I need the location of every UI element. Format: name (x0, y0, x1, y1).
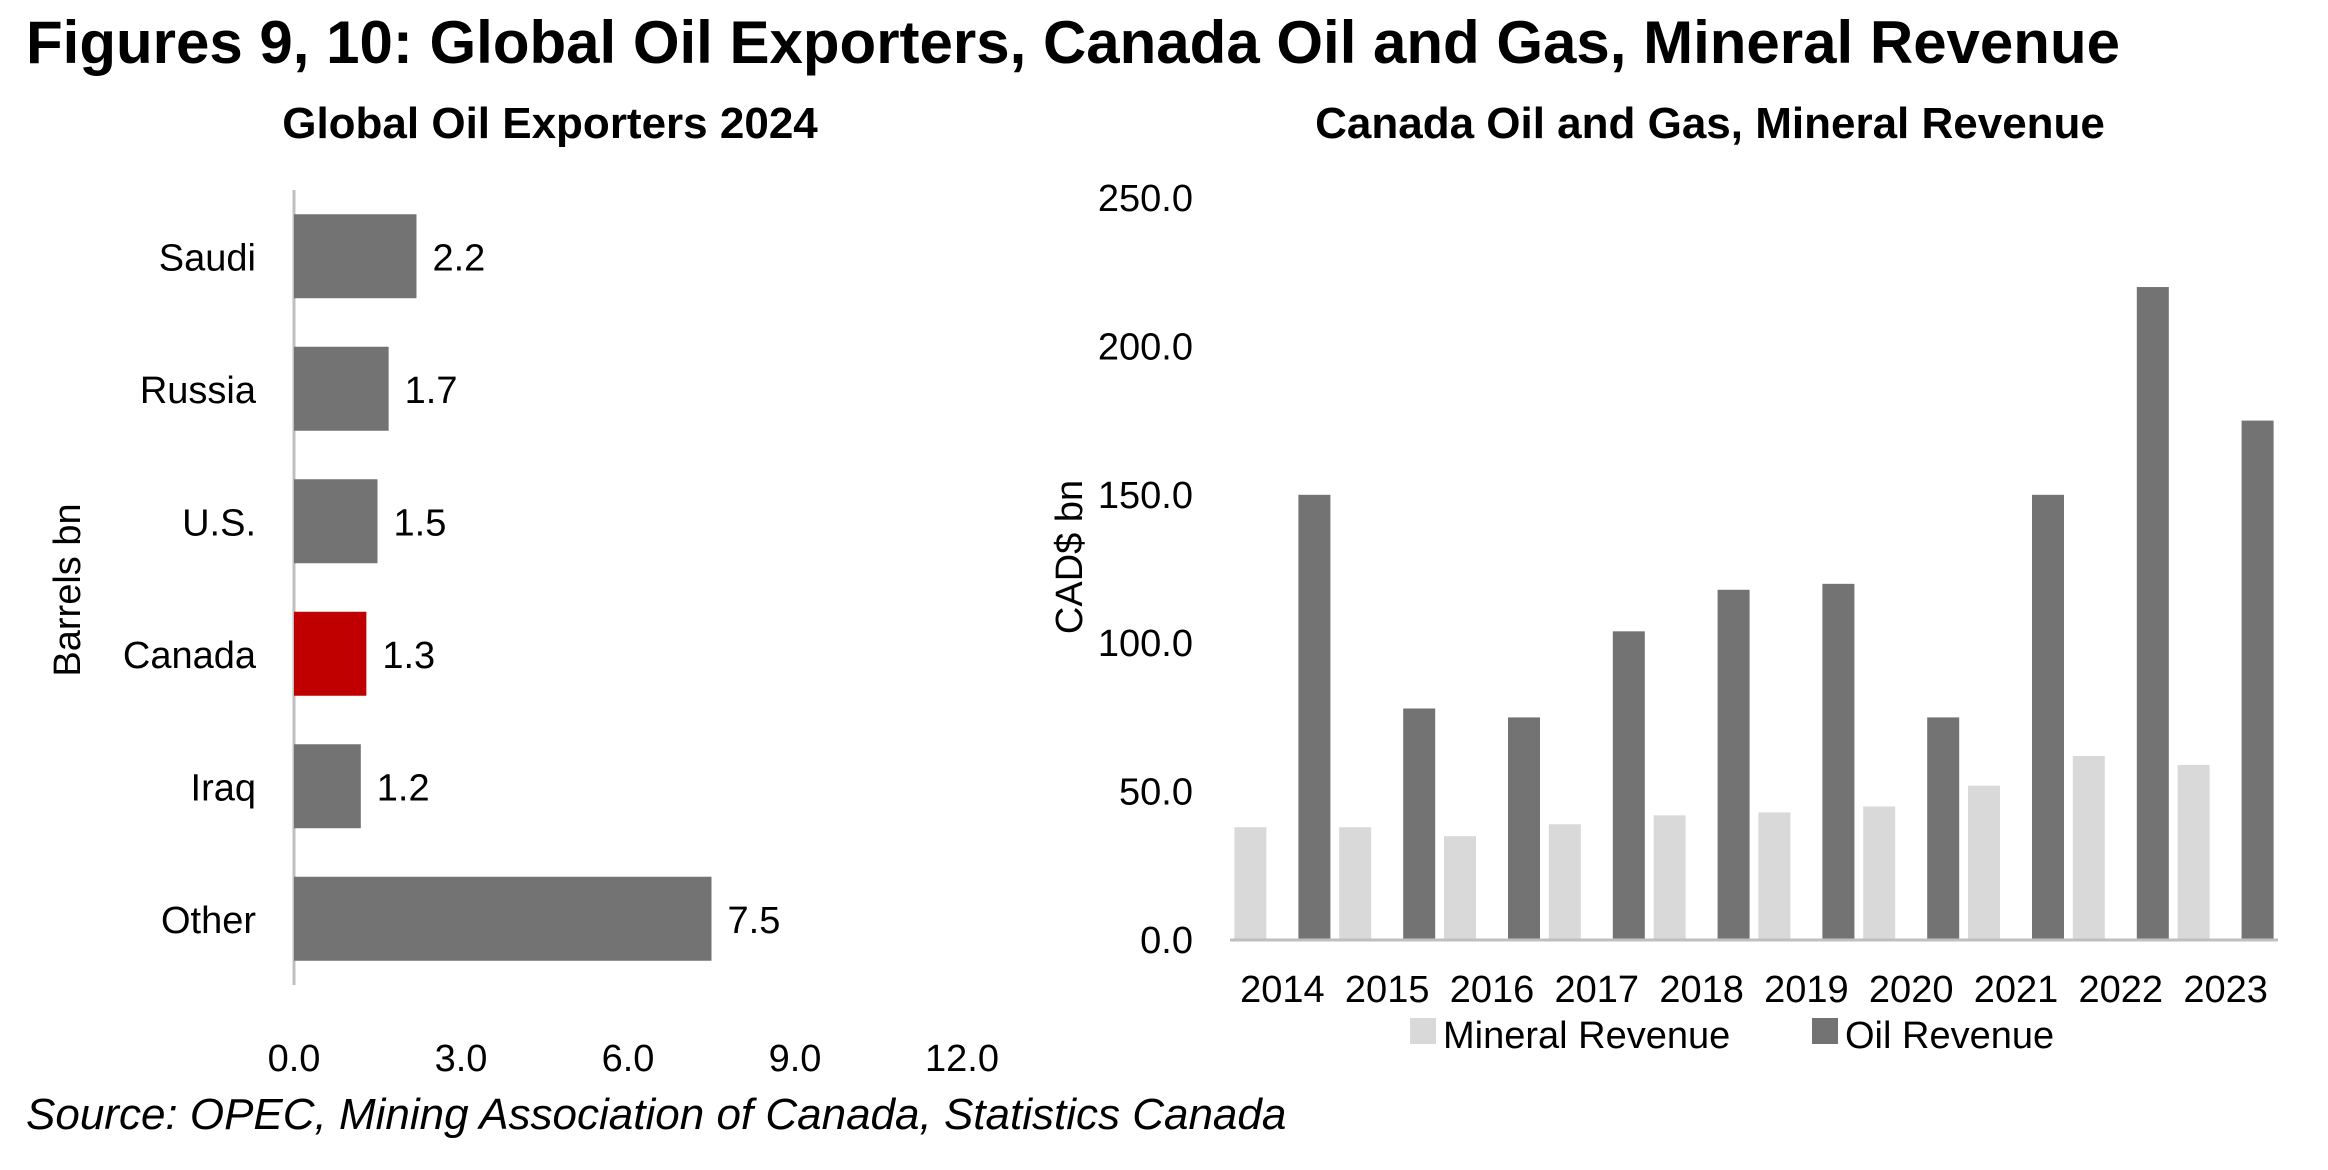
mineral-bar-2022 (2072, 755, 2105, 940)
category-label: Russia (140, 370, 257, 412)
data-label: 1.2 (377, 767, 430, 809)
category-label: Iraq (191, 767, 256, 809)
category-label: Other (161, 900, 256, 942)
left-chart-title: Global Oil Exporters 2024 (282, 99, 818, 148)
y-tick-label: 100.0 (1098, 623, 1193, 665)
data-label: 7.5 (728, 900, 781, 942)
x-tick-label: 3.0 (435, 1038, 488, 1080)
oil-bar-2022 (2136, 287, 2169, 940)
x-tick-label: 2015 (1345, 969, 1430, 1011)
mineral-bar-2021 (1968, 785, 2000, 940)
bar-saudi (294, 214, 417, 299)
y-tick-label: 250.0 (1098, 178, 1193, 220)
x-tick-label: 2023 (2183, 969, 2268, 1011)
y-tick-label: 0.0 (1140, 920, 1193, 962)
x-tick-label: 2018 (1659, 969, 1744, 1011)
y-tick-label: 150.0 (1098, 475, 1193, 517)
mineral-bar-2016 (1444, 836, 1476, 940)
oil-bar-2020 (1927, 717, 1960, 940)
x-tick-label: 2016 (1450, 969, 1535, 1011)
x-tick-label: 2022 (2079, 969, 2164, 1011)
x-tick-label: 6.0 (602, 1038, 655, 1080)
data-label: 1.7 (405, 370, 458, 412)
mineral-bar-2014 (1234, 827, 1267, 940)
y-tick-label: 50.0 (1119, 772, 1193, 814)
x-tick-label: 2017 (1555, 969, 1640, 1011)
mineral-bar-2015 (1339, 827, 1372, 940)
bar-russia (294, 346, 389, 431)
oil-bar-2019 (1822, 583, 1855, 940)
oil-bar-2023 (2241, 420, 2274, 941)
x-tick-label: 12.0 (925, 1038, 999, 1080)
oil-bar-2015 (1403, 708, 1436, 940)
oil-bar-2014 (1298, 494, 1331, 940)
source-note: Source: OPEC, Mining Association of Cana… (26, 1090, 1287, 1139)
bar-iraq (294, 744, 361, 829)
mineral-bar-2017 (1548, 824, 1581, 940)
legend-swatch-oil (1812, 1018, 1838, 1044)
canada-revenue-chart: Canada Oil and Gas, Mineral Revenue CAD$… (1049, 99, 2278, 1057)
category-label: Saudi (159, 237, 256, 279)
oil-bar-2018 (1717, 589, 1750, 940)
x-tick-label: 0.0 (268, 1038, 321, 1080)
legend-swatch-mineral (1410, 1018, 1436, 1044)
left-y-axis-label: Barrels bn (47, 503, 89, 676)
x-tick-label: 2021 (1974, 969, 2059, 1011)
data-label: 2.2 (432, 237, 485, 279)
data-label: 1.3 (382, 635, 435, 677)
right-chart-title: Canada Oil and Gas, Mineral Revenue (1315, 99, 2105, 148)
x-tick-label: 9.0 (769, 1038, 822, 1080)
oil-bar-2016 (1508, 717, 1540, 940)
global-oil-exporters-chart: Global Oil Exporters 2024 Barrels bn Sau… (47, 99, 999, 1080)
oil-bar-2017 (1612, 631, 1645, 940)
figure-title: Figures 9, 10: Global Oil Exporters, Can… (26, 9, 2120, 76)
y-tick-label: 200.0 (1098, 326, 1193, 368)
mineral-bar-2020 (1863, 806, 1896, 940)
bar-other (294, 876, 712, 961)
x-tick-label: 2019 (1764, 969, 1849, 1011)
category-label: U.S. (182, 502, 256, 544)
right-y-axis-label: CAD$ bn (1049, 480, 1091, 634)
x-tick-label: 2020 (1869, 969, 1954, 1011)
mineral-bar-2023 (2177, 764, 2210, 940)
mineral-bar-2018 (1653, 815, 1686, 940)
bar-us (294, 479, 378, 564)
bar-canada (294, 611, 367, 696)
x-tick-label: 2014 (1240, 969, 1325, 1011)
oil-bar-2021 (2032, 494, 2064, 940)
legend-label-oil: Oil Revenue (1845, 1015, 2054, 1057)
category-label: Canada (123, 635, 257, 677)
data-label: 1.5 (394, 502, 447, 544)
legend-label-mineral: Mineral Revenue (1443, 1015, 1730, 1057)
mineral-bar-2019 (1758, 812, 1791, 940)
